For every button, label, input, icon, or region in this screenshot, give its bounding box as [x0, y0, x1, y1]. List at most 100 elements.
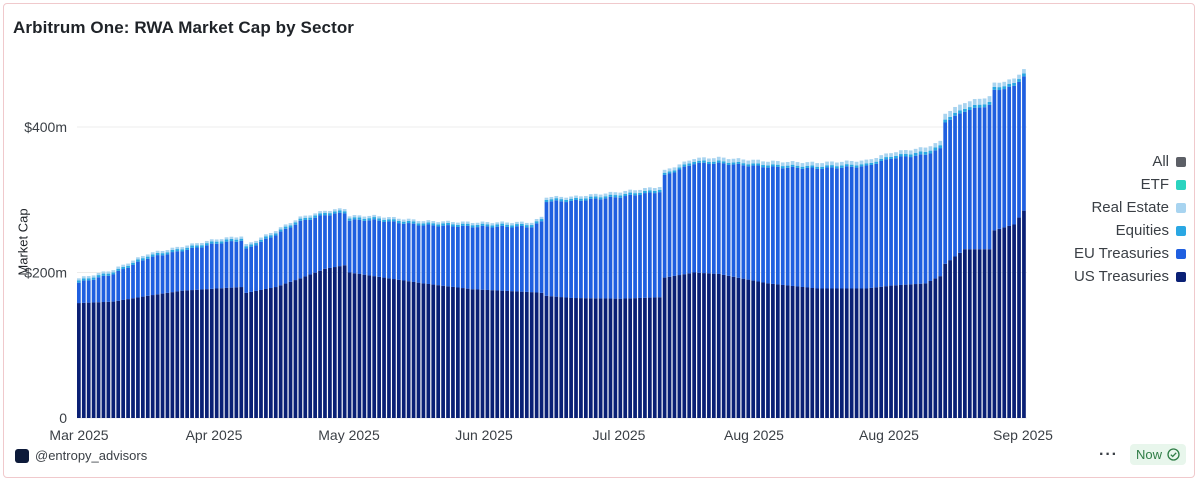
bar-us-treasuries — [707, 273, 711, 418]
bar-us-treasuries — [352, 273, 357, 418]
bar-us-treasuries — [736, 277, 741, 418]
bar-us-treasuries — [564, 297, 569, 418]
bar-us-treasuries — [618, 298, 623, 418]
bar-real-estate — [273, 231, 278, 234]
bar-equities — [780, 166, 785, 169]
bar-equities — [77, 280, 81, 283]
bar-us-treasuries — [716, 273, 721, 418]
bar-us-treasuries — [411, 281, 416, 418]
legend-item-etf[interactable]: ETF — [1074, 173, 1186, 196]
bar-equities — [273, 233, 278, 236]
bar-eu-treasuries — [761, 167, 765, 283]
bar-real-estate — [839, 161, 844, 166]
bar-eu-treasuries — [524, 227, 529, 292]
bar-real-estate — [303, 215, 308, 218]
bar-us-treasuries — [431, 284, 436, 418]
bar-real-estate — [495, 222, 500, 225]
bar-real-estate — [131, 260, 135, 263]
bar-real-estate — [933, 143, 938, 148]
bar-real-estate — [111, 270, 116, 273]
bar-real-estate — [209, 239, 214, 242]
bar-us-treasuries — [623, 298, 628, 418]
bar-eu-treasuries — [687, 165, 692, 274]
bar-real-estate — [741, 159, 746, 164]
legend-item-eu-treasuries[interactable]: EU Treasuries — [1074, 242, 1186, 265]
bar-us-treasuries — [933, 278, 938, 418]
bar-eu-treasuries — [800, 168, 805, 287]
bar-real-estate — [820, 163, 824, 167]
bar-equities — [810, 165, 815, 168]
bar-us-treasuries — [967, 249, 972, 418]
bar-us-treasuries — [318, 270, 322, 418]
bar-equities — [756, 163, 760, 166]
bar-eu-treasuries — [96, 277, 101, 303]
bar-real-estate — [446, 220, 450, 223]
bar-equities — [908, 154, 913, 158]
bar-eu-treasuries — [1017, 81, 1021, 218]
bar-real-estate — [977, 98, 982, 105]
bar-real-estate — [185, 245, 190, 248]
bar-us-treasuries — [367, 275, 372, 418]
bar-eu-treasuries — [810, 167, 815, 288]
more-options-button[interactable]: ··· — [1099, 445, 1118, 463]
bar-us-treasuries — [155, 294, 160, 418]
bar-us-treasuries — [234, 287, 239, 418]
bar-us-treasuries — [731, 276, 736, 418]
bar-real-estate — [884, 153, 888, 158]
bar-us-treasuries — [569, 297, 573, 418]
legend-swatch-all — [1176, 156, 1186, 167]
bar-eu-treasuries — [121, 269, 126, 300]
bar-real-estate — [982, 98, 987, 105]
bar-us-treasuries — [677, 275, 682, 418]
y-tick-label: 0 — [59, 410, 67, 426]
legend-item-all[interactable]: All — [1074, 150, 1186, 173]
bar-real-estate — [1017, 74, 1021, 80]
bar-us-treasuries — [337, 266, 342, 418]
bar-us-treasuries — [416, 282, 421, 418]
status-badge[interactable]: Now — [1129, 444, 1186, 465]
bar-equities — [643, 190, 647, 194]
bar-eu-treasuries — [81, 280, 86, 303]
x-tick-label: Jun 2025 — [455, 427, 513, 443]
bar-eu-treasuries — [899, 156, 903, 285]
bar-equities — [815, 166, 820, 169]
bar-real-estate — [101, 271, 106, 274]
bar-eu-treasuries — [977, 107, 982, 250]
bar-us-treasuries — [406, 281, 411, 418]
bar-eu-treasuries — [972, 107, 977, 250]
bar-us-treasuries — [278, 285, 283, 418]
bar-us-treasuries — [101, 302, 106, 418]
bar-eu-treasuries — [554, 200, 559, 297]
bar-us-treasuries — [465, 288, 470, 418]
bar-equities — [234, 239, 239, 242]
bar-real-estate — [121, 264, 126, 267]
legend-item-equities[interactable]: Equities — [1074, 219, 1186, 242]
bar-real-estate — [318, 211, 322, 214]
bar-real-estate — [116, 266, 121, 269]
bar-real-estate — [224, 237, 229, 240]
bar-us-treasuries — [308, 274, 313, 418]
bar-eu-treasuries — [652, 193, 657, 298]
bar-equities — [140, 258, 145, 261]
bar-real-estate — [987, 96, 992, 102]
bar-real-estate — [298, 216, 303, 219]
bar-us-treasuries — [392, 279, 396, 418]
legend-swatch-real-estate — [1176, 202, 1186, 213]
bar-equities — [844, 164, 849, 167]
bar-equities — [623, 193, 628, 197]
legend-swatch-eu-treasuries — [1176, 248, 1186, 259]
bar-real-estate — [780, 162, 785, 167]
bar-eu-treasuries — [903, 156, 908, 285]
bar-us-treasuries — [579, 298, 583, 418]
bar-us-treasuries — [849, 288, 854, 418]
legend-item-real-estate[interactable]: Real Estate — [1074, 196, 1186, 219]
bar-us-treasuries — [475, 289, 480, 418]
x-tick-label: Jul 2025 — [593, 427, 646, 443]
legend-item-us-treasuries[interactable]: US Treasuries — [1074, 265, 1186, 288]
bar-real-estate — [544, 197, 549, 200]
bar-eu-treasuries — [667, 173, 672, 277]
bar-us-treasuries — [1002, 227, 1007, 418]
bar-equities — [633, 193, 637, 196]
bar-eu-treasuries — [923, 154, 928, 284]
bar-eu-treasuries — [505, 226, 509, 291]
